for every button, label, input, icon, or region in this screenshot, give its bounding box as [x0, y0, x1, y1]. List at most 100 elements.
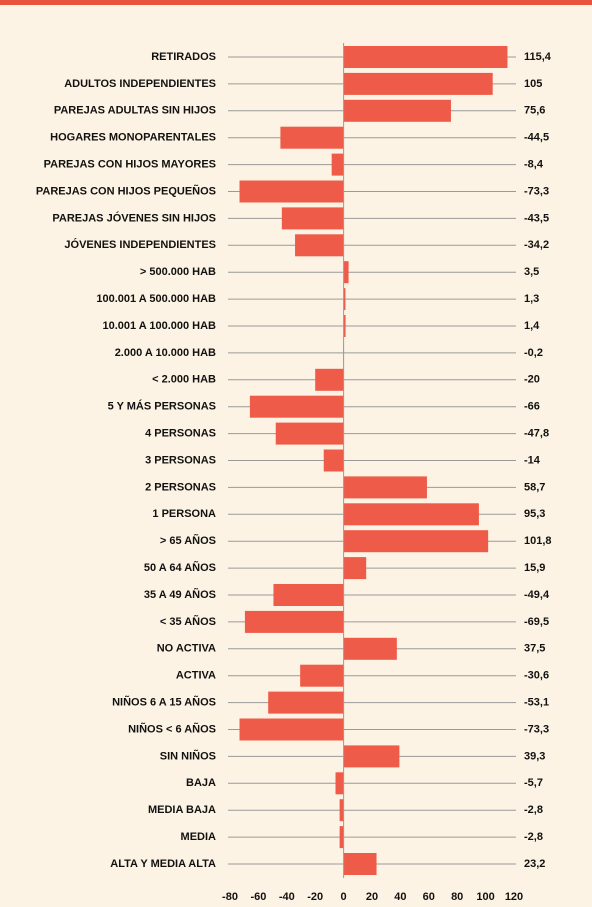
- value-label: 39,3: [524, 750, 545, 762]
- bar: [343, 315, 346, 337]
- bar: [315, 368, 344, 391]
- category-label: MEDIA: [181, 831, 217, 843]
- category-label: > 65 AÑOS: [160, 534, 216, 547]
- category-label: PAREJAS CON HIJOS MAYORES: [44, 159, 216, 171]
- bar: [343, 530, 489, 553]
- bar: [295, 234, 344, 257]
- x-tick-label: -80: [222, 891, 238, 903]
- value-label: -5,7: [524, 777, 543, 789]
- x-tick-label: 120: [505, 891, 523, 903]
- category-label: 1 PERSONA: [152, 508, 216, 520]
- value-label: -14: [524, 454, 541, 466]
- value-label: -69,5: [524, 616, 549, 628]
- bar: [343, 637, 397, 660]
- value-label: 58,7: [524, 481, 545, 493]
- category-label: JÓVENES INDEPENDIENTES: [64, 238, 216, 251]
- value-label: 95,3: [524, 508, 545, 520]
- value-label: -20: [524, 374, 540, 386]
- category-label: MEDIA BAJA: [148, 804, 216, 816]
- bar: [273, 584, 344, 606]
- category-label: BAJA: [186, 777, 216, 789]
- bar: [343, 288, 346, 311]
- category-label: 100.001 A 500.000 HAB: [96, 293, 216, 305]
- bar: [343, 503, 479, 526]
- category-label: PAREJAS CON HIJOS PEQUEÑOS: [36, 184, 216, 197]
- bar: [343, 46, 508, 68]
- category-label: HOGARES MONOPARENTALES: [50, 132, 216, 144]
- category-label: 5 Y MÁS PERSONAS: [108, 400, 216, 413]
- category-label: PAREJAS ADULTAS SIN HIJOS: [54, 105, 216, 117]
- bar: [339, 826, 344, 849]
- category-label: ALTA Y MEDIA ALTA: [110, 858, 216, 870]
- value-label: -2,8: [524, 804, 543, 816]
- value-label: 101,8: [524, 535, 552, 547]
- value-label: -44,5: [524, 132, 549, 144]
- value-label: -30,6: [524, 670, 549, 682]
- value-label: -73,3: [524, 185, 549, 197]
- bar: [280, 126, 344, 149]
- x-tick-label: 80: [451, 891, 463, 903]
- category-label: RETIRADOS: [151, 51, 216, 63]
- bar: [275, 422, 344, 445]
- x-tick-label: 100: [476, 891, 494, 903]
- value-label: 23,2: [524, 858, 545, 870]
- value-label: -47,8: [524, 428, 549, 440]
- bar: [339, 799, 344, 822]
- category-label: 4 PERSONAS: [145, 428, 216, 440]
- value-label: -73,3: [524, 723, 549, 735]
- x-tick-label: 60: [423, 891, 435, 903]
- category-label: ACTIVA: [176, 670, 216, 682]
- category-label: 2.000 A 10.000 HAB: [115, 347, 216, 359]
- category-label: NIÑOS 6 A 15 AÑOS: [112, 696, 216, 709]
- value-label: -53,1: [524, 697, 549, 709]
- x-tick-label: 20: [366, 891, 378, 903]
- x-tick-label: -40: [279, 891, 295, 903]
- bar: [331, 153, 344, 176]
- category-label: 10.001 A 100.000 HAB: [102, 320, 216, 332]
- value-label: -43,5: [524, 212, 549, 224]
- value-label: -8,4: [524, 159, 544, 171]
- x-tick-label: -60: [250, 891, 266, 903]
- bar: [343, 557, 367, 580]
- bar: [343, 261, 349, 284]
- bar: [281, 207, 344, 230]
- category-label: 35 A 49 AÑOS: [144, 588, 216, 601]
- bar: [239, 718, 344, 741]
- category-label: PAREJAS JÓVENES SIN HIJOS: [52, 211, 216, 224]
- category-label: 2 PERSONAS: [145, 481, 216, 493]
- value-label: -49,4: [524, 589, 550, 601]
- value-label: 1,4: [524, 320, 540, 332]
- category-label: 50 A 64 AÑOS: [144, 561, 216, 574]
- value-label: -34,2: [524, 239, 549, 251]
- x-tick-label: 40: [394, 891, 406, 903]
- value-label: 1,3: [524, 293, 539, 305]
- value-label: 115,4: [524, 51, 552, 63]
- bar: [323, 449, 344, 472]
- value-label: -2,8: [524, 831, 543, 843]
- category-label: > 500.000 HAB: [140, 266, 216, 278]
- category-label: NIÑOS < 6 AÑOS: [128, 722, 216, 735]
- category-label: < 2.000 HAB: [152, 374, 216, 386]
- bar: [300, 664, 344, 687]
- value-label: 37,5: [524, 643, 545, 655]
- top-band: [0, 0, 592, 5]
- bar: [343, 745, 400, 768]
- bar: [244, 610, 344, 633]
- bar: [249, 395, 344, 418]
- value-label: 105: [524, 78, 542, 90]
- value-label: 75,6: [524, 105, 545, 117]
- value-label: 3,5: [524, 266, 539, 278]
- x-tick-label: -20: [307, 891, 323, 903]
- bar: [239, 180, 344, 203]
- category-label: ADULTOS INDEPENDIENTES: [64, 78, 216, 90]
- bar: [343, 72, 493, 95]
- bar: [343, 99, 451, 122]
- category-label: NO ACTIVA: [157, 643, 216, 655]
- value-label: 15,9: [524, 562, 545, 574]
- category-label: SIN NIÑOS: [160, 749, 216, 762]
- bar: [343, 853, 377, 875]
- value-label: -0,2: [524, 347, 543, 359]
- category-label: < 35 AÑOS: [160, 615, 216, 628]
